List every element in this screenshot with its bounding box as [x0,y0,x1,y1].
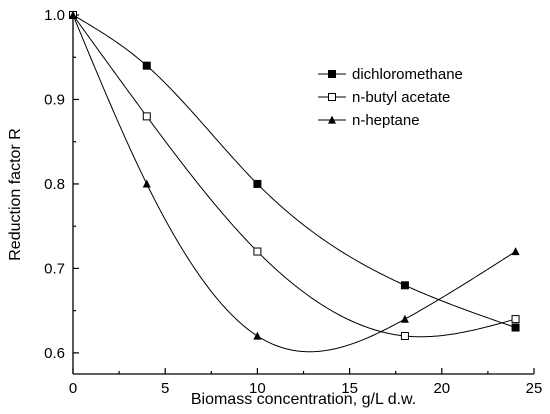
x-tick-label-5: 25 [526,380,543,397]
series-line-1 [72,14,516,338]
data-point-2-4 [511,247,520,256]
y-tick-label-4: 1.0 [44,7,65,24]
axis-ticks: 0 5 10 15 20 25 0.6 0.7 0.8 0.9 1.0 [44,7,542,397]
x-tick-label-2: 10 [249,380,266,397]
y-tick-label-1: 0.7 [44,260,65,277]
legend-marker-0 [328,70,336,78]
x-tick-label-4: 20 [433,380,450,397]
data-point-2-2 [253,331,262,340]
x-axis-title: Biomass concentration, g/L d.w. [191,391,416,408]
series-markers [69,10,520,340]
y-tick-label-0: 0.6 [44,345,65,362]
data-point-1-4 [511,315,520,324]
y-tick-label-3: 0.9 [44,91,65,108]
legend-label-2: n-heptane [352,112,420,129]
x-tick-label-1: 5 [161,380,169,397]
data-point-0-2 [253,179,262,188]
data-point-0-3 [400,281,409,290]
data-point-1-3 [400,331,409,340]
series-line-0 [72,14,516,329]
data-point-2-3 [400,314,409,323]
plot-area [72,15,534,375]
legend-label-1: n-butyl acetate [352,89,450,106]
legend-marker-1 [328,93,336,101]
data-point-2-1 [142,179,151,188]
legend-label-0: dichloromethane [352,66,463,83]
x-tick-label-0: 0 [69,380,77,397]
y-tick-label-2: 0.8 [44,176,65,193]
data-point-1-1 [142,112,151,121]
y-axis-title: Reduction factor R [7,128,24,261]
x-tick-label-3: 15 [341,380,358,397]
legend: dichloromethane n-butyl acetate n-heptane [318,66,463,129]
data-point-0-4 [511,323,520,332]
data-point-0-1 [142,61,151,70]
data-point-2-0 [69,10,77,19]
legend-marker-2 [328,115,336,124]
data-point-1-2 [253,247,262,256]
